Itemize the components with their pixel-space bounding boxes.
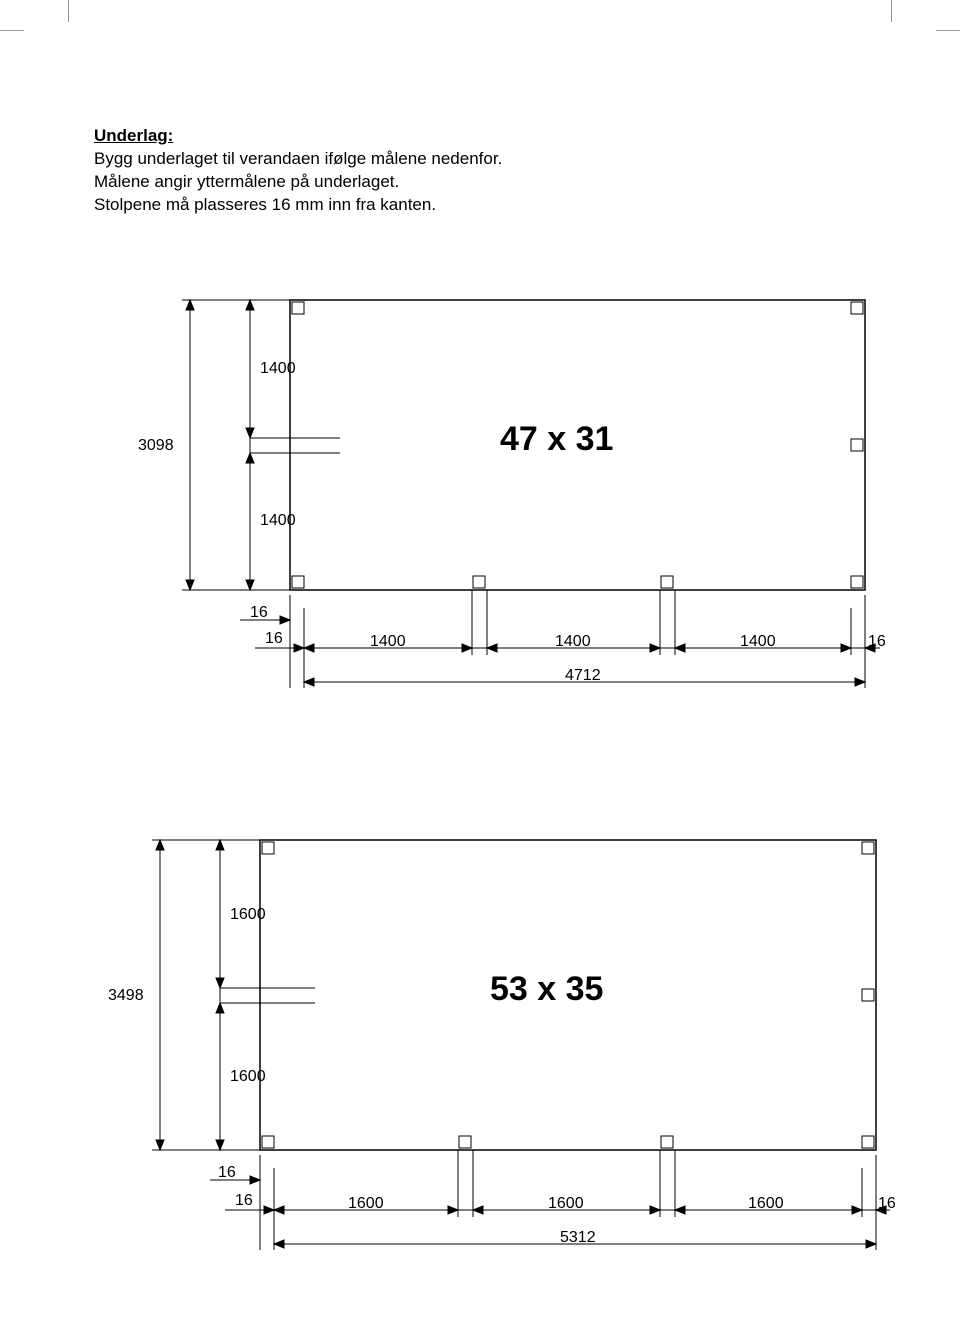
dim-vseg-bot: 1400 (260, 512, 296, 530)
size-label: 53 x 35 (490, 970, 603, 1009)
body-line: Bygg underlaget til verandaen ifølge mål… (94, 148, 502, 171)
instruction-text: Underlag: Bygg underlaget til verandaen … (94, 125, 502, 217)
dim-vseg-bot: 1600 (230, 1068, 266, 1086)
dim-16-tl: 16 (218, 1164, 236, 1182)
dim-vseg-top: 1400 (260, 360, 296, 378)
dim-h3: 1400 (740, 633, 776, 651)
body-line: Stolpene må plasseres 16 mm inn fra kant… (94, 194, 502, 217)
dim-h2: 1600 (548, 1195, 584, 1213)
crop-tick (68, 0, 69, 22)
dim-total-w: 4712 (565, 667, 601, 685)
dim-h1: 1600 (348, 1195, 384, 1213)
dim-16-bl: 16 (235, 1192, 253, 1210)
diagram-53x35: 53 x 35 3498 1600 1600 16 16 1600 1600 1… (100, 830, 890, 1280)
dim-height: 3098 (138, 437, 174, 455)
heading: Underlag: (94, 125, 502, 148)
dim-height: 3498 (108, 987, 144, 1005)
diagram-47x31: 47 x 31 3098 1400 1400 16 16 1400 1400 1… (120, 290, 880, 720)
dim-16-tl: 16 (250, 604, 268, 622)
dim-16-r: 16 (868, 633, 886, 651)
dim-16-bl: 16 (265, 630, 283, 648)
dim-total-w: 5312 (560, 1229, 596, 1247)
crop-tick (0, 30, 24, 31)
body-line: Målene angir yttermålene på underlaget. (94, 171, 502, 194)
crop-tick (891, 0, 892, 22)
dim-h1: 1400 (370, 633, 406, 651)
dim-16-r: 16 (878, 1195, 896, 1213)
crop-tick (936, 30, 960, 31)
size-label: 47 x 31 (500, 420, 613, 459)
dim-h3: 1600 (748, 1195, 784, 1213)
dim-h2: 1400 (555, 633, 591, 651)
dim-vseg-top: 1600 (230, 906, 266, 924)
